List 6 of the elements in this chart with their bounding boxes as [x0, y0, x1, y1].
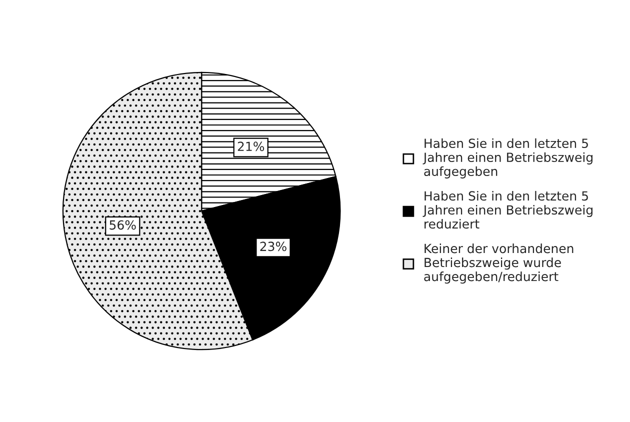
legend-label: Keiner der vorhandenen Betriebszweige wurde aufgegeben/reduziert	[424, 244, 574, 284]
data-label: 21%	[238, 142, 264, 152]
legend-label: Haben Sie in den letzten 5 Jahren einen Betriebszweig reduziert	[422, 190, 592, 229]
data-label: 56%	[110, 220, 136, 230]
legend-label: Haben Sie in den letzten 5 Jahren einen Betriebszweig aufgegeben	[422, 138, 592, 178]
data-label: 23%	[260, 242, 286, 252]
